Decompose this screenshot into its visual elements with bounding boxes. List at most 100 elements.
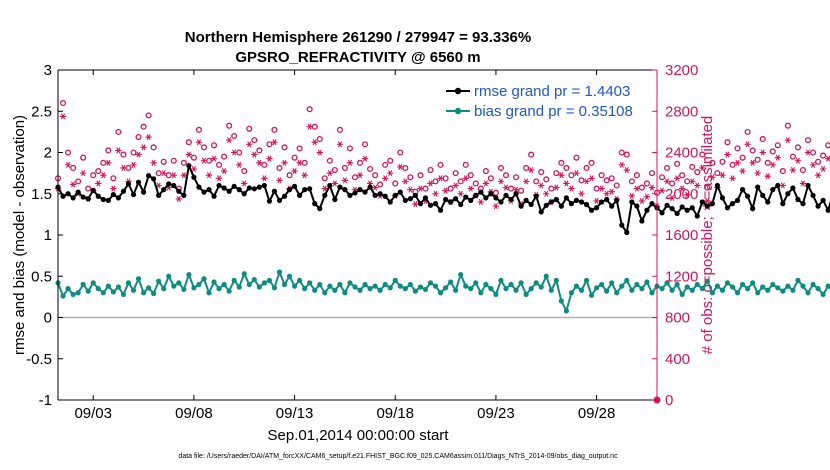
rmse-point [422, 195, 429, 201]
assimilated-obs-marker [145, 133, 152, 141]
assimilated-obs-marker [648, 184, 656, 191]
bias-point [649, 290, 655, 296]
rmse-point [694, 213, 700, 219]
possible-obs-marker [603, 177, 610, 184]
rmse-point [90, 187, 96, 194]
bias-point [745, 286, 751, 292]
rmse-point [231, 183, 237, 189]
assimilated-obs-marker [185, 151, 193, 158]
possible-obs-marker [276, 164, 283, 172]
rmse-point [407, 196, 413, 202]
possible-obs-marker [769, 148, 776, 155]
bias-point [166, 273, 172, 279]
rmse-point [578, 199, 585, 205]
bias-point [367, 286, 373, 292]
possible-obs-marker [170, 157, 177, 164]
assimilated-obs-marker [432, 190, 439, 197]
rmse-point [674, 210, 680, 217]
bias-point [483, 281, 489, 288]
possible-obs-marker [694, 169, 701, 176]
assimilated-obs-marker [588, 175, 595, 182]
rmse-point [327, 182, 333, 189]
possible-obs-marker [523, 164, 530, 172]
rmse-point [337, 184, 343, 190]
bias-point [372, 283, 378, 289]
assimilated-obs-marker [210, 155, 218, 162]
assimilated-obs-marker [120, 164, 127, 172]
rmse-point [206, 187, 212, 193]
possible-obs-marker [578, 177, 585, 184]
bias-point [171, 283, 177, 289]
possible-obs-marker [65, 149, 72, 156]
possible-obs-marker [623, 151, 630, 158]
rmse-point [261, 182, 267, 189]
possible-obs-marker [507, 185, 515, 192]
possible-obs-marker [367, 165, 374, 173]
y-axis-label-right: # of obs: o=possible; ∗=assimilated [699, 116, 716, 355]
assimilated-obs-marker [346, 159, 354, 166]
bias-point [644, 279, 650, 285]
bias-point [437, 290, 444, 296]
bias-point [719, 287, 726, 293]
rmse-point [714, 182, 721, 189]
bias-point [780, 288, 786, 294]
assimilated-obs-marker [190, 165, 198, 173]
rmse-point [800, 201, 806, 207]
rmse-point [115, 195, 122, 201]
possible-obs-marker [774, 142, 781, 149]
rmse-point [699, 199, 705, 205]
rmse-point [498, 199, 504, 205]
rmse-point [246, 185, 252, 191]
bias-point [614, 290, 620, 296]
rmse-point [745, 193, 751, 199]
rmse-point [513, 191, 519, 197]
assimilated-obs-marker [361, 155, 369, 162]
possible-obs-marker [130, 149, 137, 156]
y-left-tick-label: -1 [39, 392, 52, 409]
rmse-point [201, 189, 207, 195]
assimilated-obs-marker [719, 172, 726, 179]
rmse-point [790, 185, 796, 191]
bias-point [770, 281, 776, 288]
y-right-tick-label: 3200 [665, 62, 698, 79]
rmse-point [624, 229, 630, 236]
assimilated-obs-marker [241, 180, 248, 187]
possible-obs-marker [754, 156, 761, 163]
assimilated-obs-marker [684, 191, 691, 198]
possible-obs-marker [180, 159, 187, 166]
y-left-tick-label: 2.5 [31, 103, 52, 120]
bias-point [533, 280, 539, 286]
possible-obs-marker [397, 149, 404, 156]
rmse-point [85, 196, 91, 202]
possible-obs-marker [633, 172, 640, 179]
rmse-point [332, 196, 338, 203]
rmse-point [669, 206, 675, 212]
assimilated-obs-marker [437, 175, 444, 182]
assimilated-obs-marker [774, 154, 782, 161]
assimilated-obs-marker [482, 180, 490, 187]
possible-obs-marker [492, 189, 499, 196]
rmse-point [100, 196, 106, 203]
assimilated-obs-marker [412, 201, 419, 208]
possible-obs-marker [306, 106, 313, 113]
bias-point [785, 283, 791, 289]
rmse-point [795, 196, 801, 203]
possible-obs-marker [462, 161, 469, 168]
bias-point [281, 281, 288, 288]
rmse-point [181, 192, 187, 198]
bias-point [760, 284, 766, 290]
assimilated-obs-marker [658, 187, 666, 194]
assimilated-obs-marker [799, 180, 807, 187]
possible-obs-marker [598, 172, 605, 179]
bias-point [221, 281, 227, 288]
rmse-point [760, 192, 766, 198]
possible-obs-marker [472, 180, 479, 187]
possible-obs-marker [200, 144, 208, 151]
bias-point [805, 290, 811, 296]
rmse-point [810, 192, 816, 198]
bias-point [216, 286, 222, 292]
bias-point [432, 283, 439, 289]
possible-obs-marker [392, 180, 399, 187]
plot-area: 09/03 09/08 09/13 09/18 09/23 09/28 -1 -0.5 0 0.5… [26, 62, 830, 422]
bias-point [407, 281, 413, 288]
